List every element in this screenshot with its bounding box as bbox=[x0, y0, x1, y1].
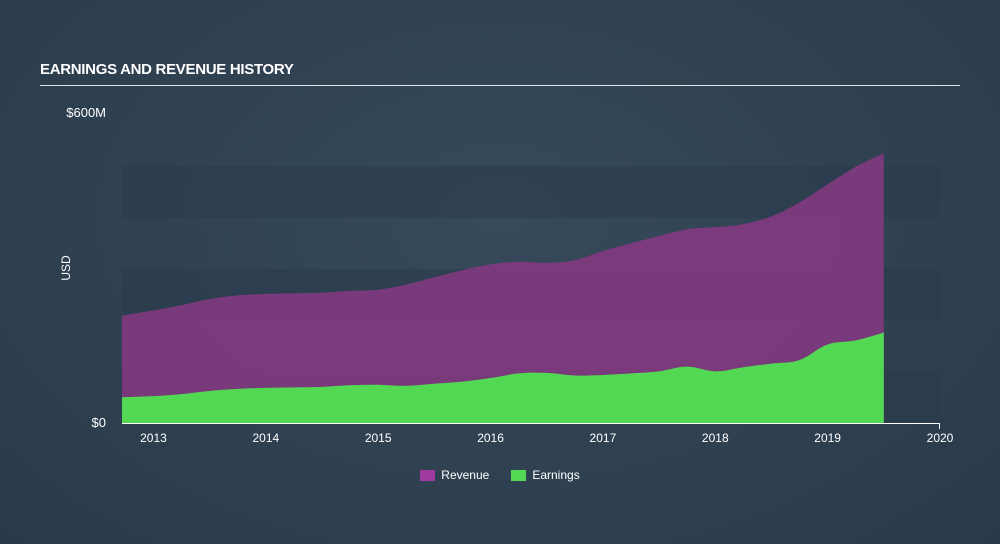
y-tick-label: $0 bbox=[92, 415, 106, 430]
chart-title: EARNINGS AND REVENUE HISTORY bbox=[40, 61, 294, 78]
x-tick-label: 2016 bbox=[477, 431, 504, 445]
y-axis-label: USD bbox=[59, 255, 73, 281]
series-layer bbox=[122, 153, 884, 424]
legend-swatch-revenue bbox=[420, 469, 436, 481]
x-tick-label: 2014 bbox=[252, 431, 279, 445]
series-area-earnings bbox=[122, 332, 884, 423]
legend: Revenue Earnings bbox=[0, 468, 1000, 482]
legend-label-earnings: Earnings bbox=[532, 468, 580, 482]
x-tick-label: 2019 bbox=[814, 431, 841, 445]
x-tick-label: 2020 bbox=[927, 431, 954, 445]
legend-item-revenue[interactable]: Revenue bbox=[420, 468, 489, 482]
y-tick-label: $600M bbox=[66, 105, 106, 120]
legend-item-earnings[interactable]: Earnings bbox=[511, 468, 580, 482]
legend-swatch-earnings bbox=[511, 469, 527, 481]
title-divider bbox=[40, 85, 960, 86]
axes: 2013 2014 2015 2016 2017 2018 2019 2020 $600M $0 U… bbox=[59, 105, 954, 445]
x-tick-label: 2017 bbox=[590, 431, 617, 445]
x-tick-label: 2018 bbox=[702, 431, 729, 445]
x-tick-label: 2013 bbox=[140, 431, 167, 445]
x-tick-label: 2015 bbox=[365, 431, 392, 445]
series-area-revenue bbox=[122, 153, 884, 424]
legend-label-revenue: Revenue bbox=[441, 468, 490, 482]
